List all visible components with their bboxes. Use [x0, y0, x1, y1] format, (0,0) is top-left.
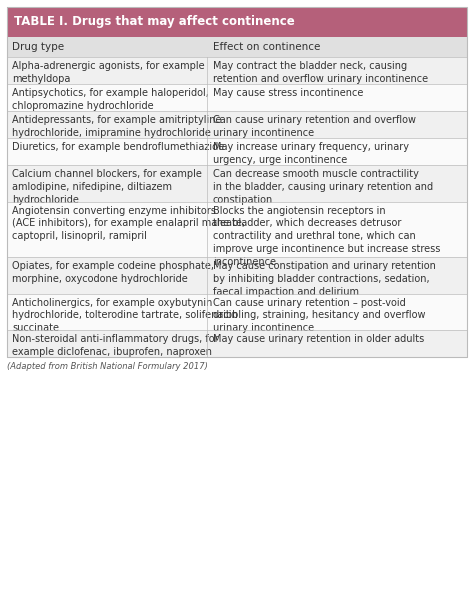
- Bar: [7, 294, 467, 330]
- Text: May increase urinary frequency, urinary
urgency, urge incontinence: May increase urinary frequency, urinary …: [213, 142, 409, 165]
- Text: May cause stress incontinence: May cause stress incontinence: [213, 88, 364, 98]
- Text: Diuretics, for example bendroflumethiazide: Diuretics, for example bendroflumethiazi…: [12, 142, 224, 152]
- Text: Effect on continence: Effect on continence: [213, 42, 320, 52]
- Text: (Adapted from British National Formulary 2017): (Adapted from British National Formulary…: [7, 362, 208, 371]
- Bar: [7, 7, 467, 37]
- Text: Can decrease smooth muscle contractility
in the bladder, causing urinary retenti: Can decrease smooth muscle contractility…: [213, 169, 433, 205]
- Text: May cause constipation and urinary retention
by inhibiting bladder contractions,: May cause constipation and urinary reten…: [213, 261, 436, 297]
- Bar: [7, 257, 467, 294]
- Bar: [7, 330, 467, 357]
- Bar: [7, 138, 467, 165]
- Text: Antipsychotics, for example haloperidol,
chlopromazine hydrochloride: Antipsychotics, for example haloperidol,…: [12, 88, 209, 111]
- Text: Drug type: Drug type: [12, 42, 64, 52]
- Text: Alpha-adrenergic agonists, for example
methyldopa: Alpha-adrenergic agonists, for example m…: [12, 61, 205, 84]
- Text: Angiotensin converting enzyme inhibitors
(ACE inhibitors), for example enalapril: Angiotensin converting enzyme inhibitors…: [12, 205, 245, 241]
- Bar: [7, 84, 467, 111]
- Text: May cause urinary retention in older adults: May cause urinary retention in older adu…: [213, 334, 424, 344]
- Text: Calcium channel blockers, for example
amlodipine, nifedipine, diltiazem
hydrochl: Calcium channel blockers, for example am…: [12, 169, 202, 205]
- Bar: [7, 7, 467, 357]
- Text: Opiates, for example codeine phosphate,
morphine, oxycodone hydrochloride: Opiates, for example codeine phosphate, …: [12, 261, 214, 284]
- Bar: [7, 37, 467, 57]
- Text: Non-steroidal anti-inflammatory drugs, for
example diclofenac, ibuprofen, naprox: Non-steroidal anti-inflammatory drugs, f…: [12, 334, 219, 357]
- Bar: [7, 201, 467, 257]
- Text: May contract the bladder neck, causing
retention and overflow urinary incontinen: May contract the bladder neck, causing r…: [213, 61, 428, 84]
- Text: Can cause urinary retention – post-void
dribbling, straining, hesitancy and over: Can cause urinary retention – post-void …: [213, 298, 426, 333]
- Bar: [7, 57, 467, 84]
- Text: Anticholinergics, for example oxybutynin
hydrochloride, tolterodine tartrate, so: Anticholinergics, for example oxybutynin…: [12, 298, 238, 333]
- Text: Blocks the angiotensin receptors in
the bladder, which decreases detrusor
contra: Blocks the angiotensin receptors in the …: [213, 205, 440, 267]
- Text: Antidepressants, for example amitriptyline
hydrochloride, imipramine hydrochlori: Antidepressants, for example amitriptyli…: [12, 115, 221, 138]
- Bar: [7, 111, 467, 138]
- Text: Can cause urinary retention and overflow
urinary incontinence: Can cause urinary retention and overflow…: [213, 115, 416, 138]
- Text: TABLE I. Drugs that may affect continence: TABLE I. Drugs that may affect continenc…: [14, 16, 295, 29]
- Bar: [7, 165, 467, 201]
